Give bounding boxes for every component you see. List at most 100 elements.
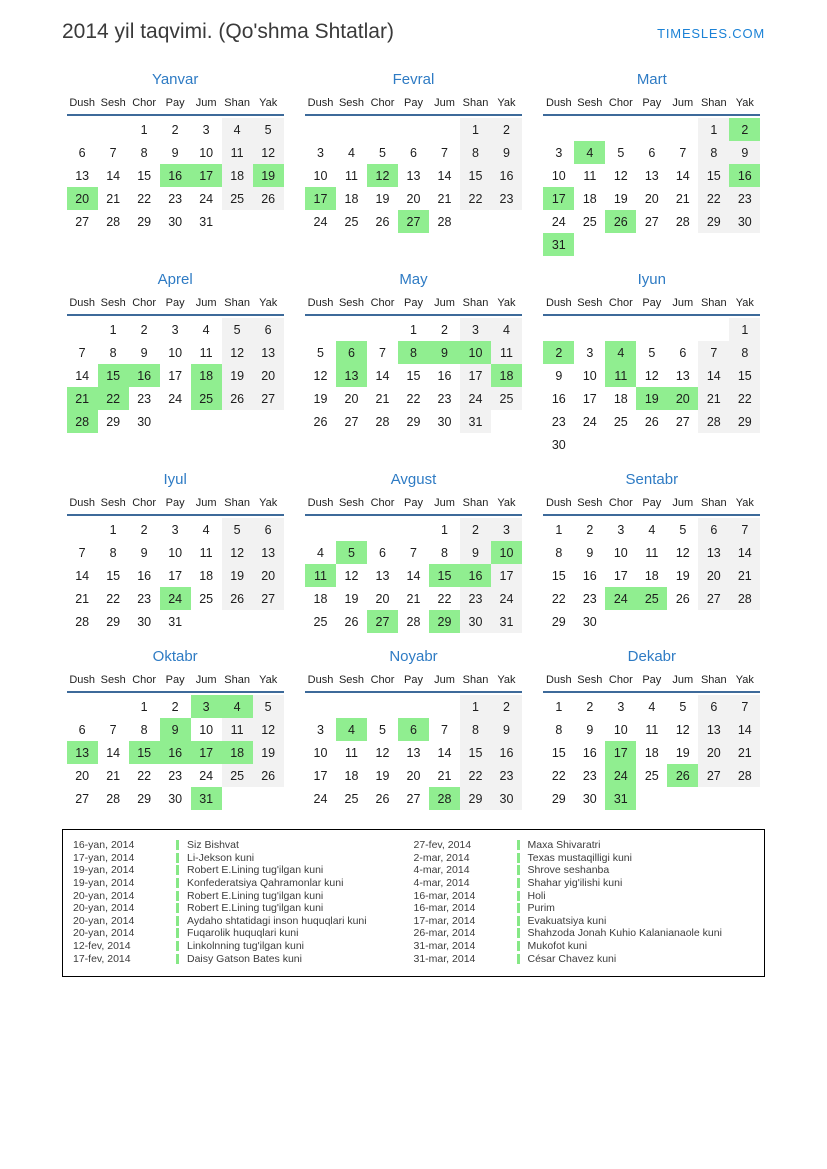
weekend-day-cell: 3 [490, 518, 522, 541]
day-cell: 31 [168, 614, 183, 629]
day-cell: 20 [344, 391, 359, 406]
day-cell: 14 [375, 368, 390, 383]
day-header: Jum [667, 97, 699, 116]
month-title-link[interactable]: Iyul [163, 471, 187, 488]
day-cell: 2 [140, 522, 148, 537]
day-cell: 19 [613, 191, 628, 206]
weekend-day-cell: 24 [490, 587, 522, 610]
holiday-day-cell: 16 [128, 364, 160, 387]
weekend-day-cell: 5 [221, 518, 253, 541]
weekend-day-cell: 28 [729, 764, 761, 787]
empty-day-cell [605, 610, 636, 633]
day-header: Shan [221, 97, 253, 116]
month-title-link[interactable]: Fevral [392, 71, 435, 88]
legend-entry: 20-yan, 2014 Robert E.Lining tug'ilgan ku… [73, 889, 414, 902]
month-day-grid: Dush Sesh Chor Pay Jum Shan Yak 1 2 3 4 5 6 7 8 9 10 11 12… [66, 297, 284, 433]
month-day-grid: Dush Sesh Chor Pay Jum Shan Yak 1 2 3 4 5 6 7 8 9 10 11 12… [304, 497, 522, 633]
day-header: Chor [366, 674, 398, 693]
day-cell: 1 [555, 699, 563, 714]
day-cell: 8 [140, 145, 148, 160]
holiday-name: Robert E.Lining tug'ilgan kuni [187, 902, 324, 915]
weekend-day-cell: 14 [698, 364, 730, 387]
day-cell: 26 [375, 214, 390, 229]
weekend-day-cell: 31 [459, 410, 491, 433]
month-day-grid: Dush Sesh Chor Pay Jum Shan Yak 1 2 3 4 5 6 7 8 9 10 11 12… [304, 297, 522, 433]
empty-day-cell [336, 518, 367, 541]
empty-day-cell [222, 787, 253, 810]
month-title-link[interactable]: Oktabr [152, 648, 198, 665]
day-cell: 27 [75, 214, 90, 229]
day-cell: 24 [313, 214, 328, 229]
weekend-day-cell: 6 [252, 518, 284, 541]
month-day-grid: Dush Sesh Chor Pay Jum Shan Yak 1 2 3 4 5 6 7 8 9 10 11 12… [543, 674, 761, 810]
weekend-day-cell: 17 [459, 364, 491, 387]
day-cell: 12 [613, 168, 628, 183]
holiday-day-cell: 12 [366, 164, 398, 187]
weekend-day-cell: 9 [459, 541, 491, 564]
day-cell: 23 [168, 768, 183, 783]
empty-day-cell [367, 518, 398, 541]
weekend-day-cell: 26 [221, 587, 253, 610]
holiday-day-cell: 6 [397, 718, 429, 741]
day-cell: 2 [140, 322, 148, 337]
day-cell: 7 [441, 722, 448, 737]
holiday-name: Linkolnning tug'ilgan kuni [187, 940, 305, 953]
month-title-link[interactable]: Avgust [390, 471, 437, 488]
site-link[interactable]: TIMESLES.COM [657, 26, 765, 41]
month-title-link[interactable]: Iyun [637, 271, 666, 288]
day-header: Sesh [574, 497, 606, 516]
weekend-day-cell: 19 [252, 741, 284, 764]
weekend-day-cell: 4 [490, 318, 522, 341]
day-cell: 10 [613, 722, 628, 737]
day-header: Pay [397, 97, 429, 116]
day-cell: 6 [679, 345, 687, 360]
page-title: 2014 yil taqvimi. (Qo'shma Shtatlar) [62, 20, 394, 43]
empty-day-cell [429, 695, 460, 718]
holiday-day-cell: 4 [605, 341, 637, 364]
day-header: Dush [304, 674, 336, 693]
holiday-day-cell: 24 [159, 587, 191, 610]
day-cell: 3 [317, 145, 324, 160]
day-cell: 4 [202, 322, 210, 337]
month-title-link[interactable]: Sentabr [625, 471, 679, 488]
empty-day-cell [636, 610, 667, 633]
day-header: Pay [159, 297, 191, 316]
day-cell: 11 [199, 345, 213, 360]
day-cell: 20 [644, 191, 659, 206]
month-title-link[interactable]: Noyabr [389, 648, 438, 665]
weekend-day-cell: 8 [459, 718, 491, 741]
day-header: Shan [221, 497, 253, 516]
day-header: Yak [729, 297, 761, 316]
month-title-link[interactable]: May [399, 271, 428, 288]
day-cell: 3 [171, 322, 179, 337]
month-day-grid: Dush Sesh Chor Pay Jum Shan Yak 1 2 3 4 5 6 7 8 9 10 11 12… [543, 97, 761, 256]
holiday-name: Li-Jekson kuni [187, 851, 255, 864]
empty-day-cell [67, 118, 98, 141]
weekend-day-cell: 23 [459, 587, 491, 610]
month-title-link[interactable]: Dekabr [627, 648, 676, 665]
day-cell: 13 [406, 745, 421, 760]
day-cell: 26 [375, 791, 390, 806]
legend-entry: 20-yan, 2014 Aydaho shtatidagi inson huqu… [73, 915, 414, 928]
month-title-link[interactable]: Mart [636, 71, 667, 88]
day-cell: 2 [441, 322, 448, 337]
day-cell: 22 [137, 191, 152, 206]
legend-column: 16-yan, 2014 Siz Bishvat 17-yan, 2014 Li-Je… [73, 839, 414, 965]
month-day-grid: Dush Sesh Chor Pay Jum Shan Yak 1 2 3 4 5 6 7 8 9 10 11 12… [543, 297, 761, 456]
month-day-grid: Dush Sesh Chor Pay Jum Shan Yak 1 2 3 4 5 6 7 8 9 10 11 12… [66, 497, 284, 633]
calendar-page: 2014 yil taqvimi. (Qo'shma Shtatlar) TIM… [62, 20, 765, 977]
day-cell: 2 [171, 699, 179, 714]
holiday-day-cell: 9 [159, 718, 191, 741]
legend-entry: 17-yan, 2014 Li-Jekson kuni [73, 852, 414, 865]
holiday-day-cell: 4 [335, 718, 367, 741]
day-cell: 18 [344, 191, 359, 206]
day-cell: 14 [106, 168, 121, 183]
day-header: Shan [459, 497, 491, 516]
day-cell: 6 [78, 145, 86, 160]
day-cell: 23 [168, 191, 183, 206]
day-cell: 17 [168, 368, 183, 383]
holiday-day-cell: 10 [490, 541, 522, 564]
month-title-link[interactable]: Aprel [157, 271, 193, 288]
month-title-link[interactable]: Yanvar [151, 71, 199, 88]
weekend-day-cell: 15 [459, 741, 491, 764]
